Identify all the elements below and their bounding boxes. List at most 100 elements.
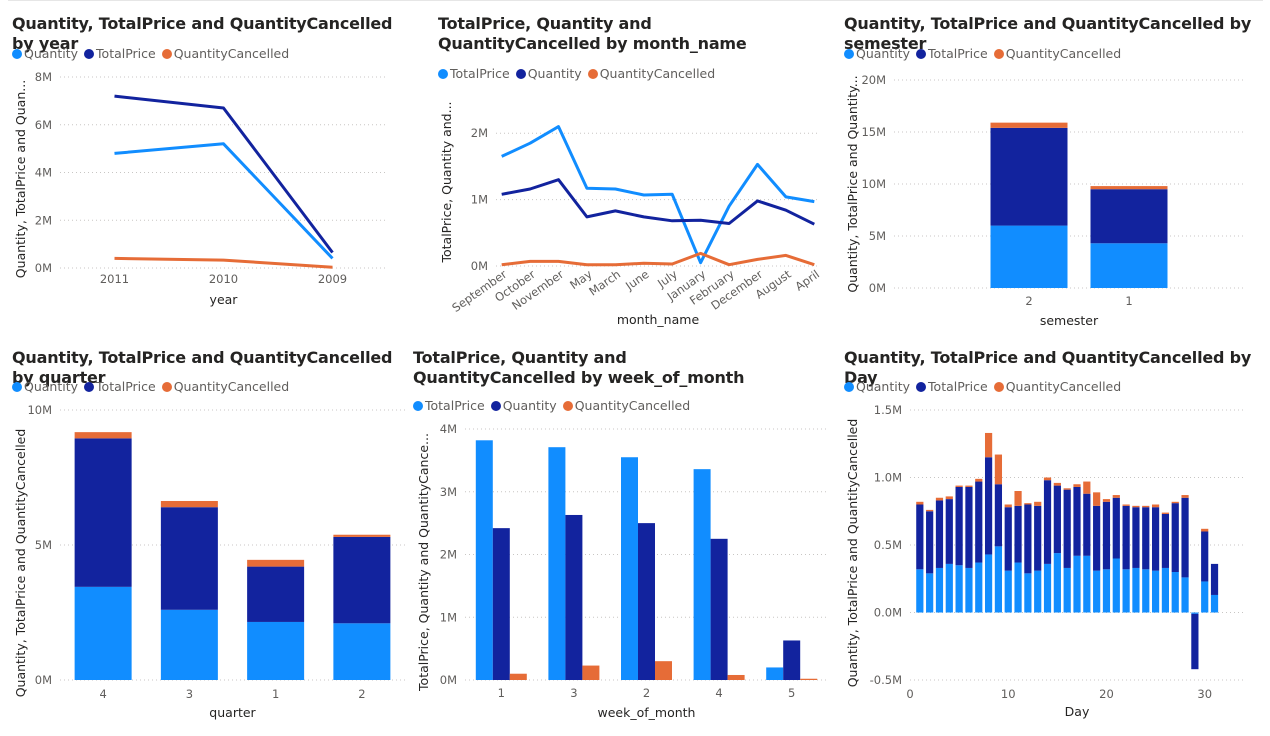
- bar-quantity[interactable]: [1191, 612, 1199, 614]
- legend-item-quantitycancelled[interactable]: QuantityCancelled: [993, 46, 1121, 61]
- series-line-quantitycancelled[interactable]: [501, 251, 815, 267]
- bar-totalprice[interactable]: [1083, 493, 1091, 556]
- bar-quantity[interactable]: [74, 586, 132, 680]
- bar-totalprice[interactable]: [548, 447, 566, 680]
- bar-totalprice[interactable]: [955, 486, 963, 566]
- series-line-totalprice[interactable]: [114, 94, 334, 254]
- bar-quantity[interactable]: [710, 538, 728, 680]
- bar-totalprice[interactable]: [475, 440, 493, 680]
- bar-quantity[interactable]: [1151, 570, 1160, 613]
- bar-quantitycancelled[interactable]: [984, 432, 993, 458]
- bar-quantity[interactable]: [1053, 553, 1061, 613]
- chart-panel-quarter[interactable]: Quantity, TotalPrice and QuantityCancell…: [12, 348, 412, 728]
- bar-quantitycancelled[interactable]: [655, 661, 672, 680]
- series-line-quantity[interactable]: [501, 178, 815, 226]
- chart-panel-semester[interactable]: Quantity, TotalPrice and QuantityCancell…: [844, 14, 1264, 334]
- bar-quantitycancelled[interactable]: [1181, 495, 1189, 498]
- bar-quantitycancelled[interactable]: [965, 485, 973, 487]
- bar-quantity[interactable]: [945, 563, 953, 613]
- bar-quantity[interactable]: [955, 565, 963, 613]
- bar-quantitycancelled[interactable]: [1151, 504, 1160, 508]
- bar-totalprice[interactable]: [994, 484, 1003, 547]
- bar-quantity[interactable]: [1004, 570, 1012, 613]
- bar-quantity[interactable]: [975, 562, 983, 613]
- bar-quantitycancelled[interactable]: [1112, 495, 1120, 498]
- bar-quantitycancelled[interactable]: [1090, 186, 1168, 190]
- bar-quantity[interactable]: [1161, 567, 1170, 613]
- bar-totalprice[interactable]: [247, 566, 305, 622]
- bar-totalprice[interactable]: [1073, 486, 1081, 556]
- bar-quantitycancelled[interactable]: [1201, 528, 1209, 532]
- bar-quantity[interactable]: [1201, 581, 1209, 613]
- bar-totalprice[interactable]: [926, 511, 934, 574]
- bar-quantitycancelled[interactable]: [990, 122, 1068, 128]
- bar-quantitycancelled[interactable]: [935, 497, 944, 501]
- bar-quantity[interactable]: [965, 567, 973, 613]
- bar-totalprice[interactable]: [965, 486, 973, 568]
- bar-quantity[interactable]: [1181, 577, 1189, 613]
- bar-totalprice[interactable]: [990, 127, 1068, 226]
- bar-totalprice[interactable]: [1112, 497, 1120, 559]
- bar-quantitycancelled[interactable]: [582, 665, 600, 680]
- bar-totalprice[interactable]: [984, 457, 993, 555]
- bar-totalprice[interactable]: [1132, 507, 1140, 568]
- legend-item-quantity[interactable]: Quantity: [844, 379, 910, 394]
- bar-quantity[interactable]: [994, 546, 1003, 613]
- bar-quantity[interactable]: [1093, 570, 1101, 613]
- bar-totalprice[interactable]: [1034, 505, 1042, 571]
- bar-quantity[interactable]: [1034, 570, 1042, 613]
- bar-quantitycancelled[interactable]: [160, 500, 218, 508]
- chart-panel-year[interactable]: Quantity, TotalPrice and QuantityCancell…: [12, 14, 412, 324]
- legend-item-totalprice[interactable]: TotalPrice: [84, 379, 156, 394]
- series-line-quantity[interactable]: [114, 142, 334, 260]
- bar-quantitycancelled[interactable]: [1132, 505, 1140, 508]
- bar-quantitycancelled[interactable]: [247, 559, 305, 567]
- bar-totalprice[interactable]: [1181, 497, 1189, 578]
- bar-totalprice[interactable]: [1161, 513, 1170, 568]
- bar-totalprice[interactable]: [1093, 505, 1101, 571]
- bar-quantitycancelled[interactable]: [1024, 503, 1032, 505]
- bar-totalprice[interactable]: [916, 504, 924, 570]
- legend-item-quantity[interactable]: Quantity: [490, 398, 557, 413]
- bar-totalprice[interactable]: [766, 667, 784, 680]
- bar-totalprice[interactable]: [693, 469, 711, 680]
- bar-quantity[interactable]: [783, 640, 801, 680]
- legend-item-quantity[interactable]: Quantity: [844, 46, 910, 61]
- bar-quantity[interactable]: [984, 554, 993, 613]
- chart-panel-day[interactable]: Quantity, TotalPrice and QuantityCancell…: [844, 348, 1264, 728]
- bar-quantity[interactable]: [1132, 567, 1140, 613]
- bar-totalprice[interactable]: [1210, 563, 1219, 595]
- bar-quantity[interactable]: [1043, 563, 1052, 613]
- bar-totalprice[interactable]: [935, 500, 944, 568]
- bar-totalprice[interactable]: [74, 438, 132, 587]
- bar-quantity[interactable]: [565, 514, 583, 680]
- bar-quantitycancelled[interactable]: [1004, 504, 1012, 508]
- bar-quantity[interactable]: [935, 567, 944, 613]
- bar-totalprice[interactable]: [1024, 504, 1032, 574]
- bar-quantitycancelled[interactable]: [975, 478, 983, 482]
- legend-item-totalprice[interactable]: TotalPrice: [84, 46, 156, 61]
- bar-totalprice[interactable]: [1142, 507, 1150, 570]
- legend-item-totalprice[interactable]: TotalPrice: [916, 46, 988, 61]
- bar-quantitycancelled[interactable]: [1161, 512, 1170, 514]
- bar-quantitycancelled[interactable]: [74, 432, 132, 439]
- bar-totalprice[interactable]: [1201, 531, 1209, 582]
- bar-quantitycancelled[interactable]: [727, 674, 745, 680]
- bar-totalprice[interactable]: [1191, 613, 1199, 670]
- bar-totalprice[interactable]: [1090, 189, 1168, 244]
- bar-quantitycancelled[interactable]: [1102, 499, 1111, 502]
- bar-quantity[interactable]: [1102, 569, 1111, 613]
- legend-item-quantity[interactable]: Quantity: [12, 379, 78, 394]
- bar-quantity[interactable]: [1171, 572, 1179, 613]
- bar-quantitycancelled[interactable]: [509, 673, 527, 680]
- bar-quantity[interactable]: [990, 225, 1068, 288]
- bar-totalprice[interactable]: [1151, 507, 1160, 571]
- legend-item-quantitycancelled[interactable]: QuantityCancelled: [161, 46, 289, 61]
- bar-quantity[interactable]: [916, 569, 924, 613]
- bar-quantitycancelled[interactable]: [1073, 484, 1081, 487]
- bar-totalprice[interactable]: [1063, 489, 1071, 568]
- legend-item-totalprice[interactable]: TotalPrice: [916, 379, 988, 394]
- bar-quantity[interactable]: [1112, 558, 1120, 613]
- bar-totalprice[interactable]: [1122, 505, 1130, 570]
- bar-quantity[interactable]: [492, 528, 510, 680]
